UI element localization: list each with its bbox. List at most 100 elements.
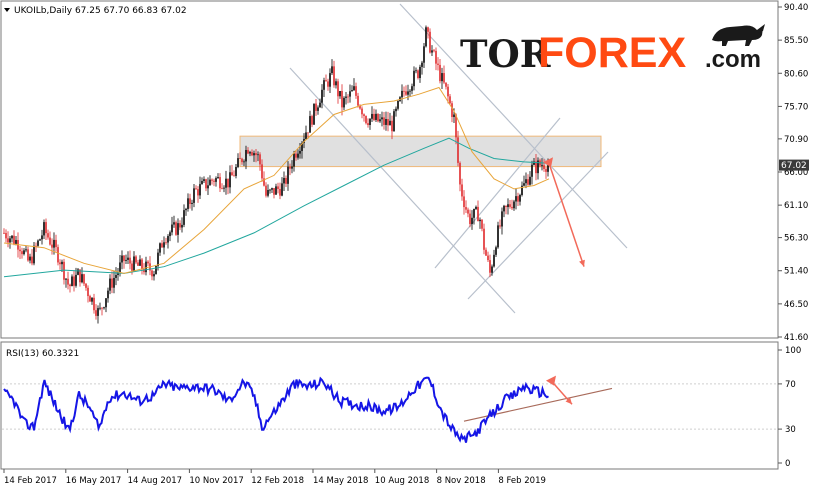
candle-body <box>335 81 337 86</box>
current-price-tag-bg <box>779 159 809 171</box>
candle-body <box>241 158 243 163</box>
candle-body <box>47 233 49 238</box>
candle-body <box>229 172 231 188</box>
candle-body <box>403 90 405 92</box>
candle-body <box>407 91 409 95</box>
rsi-forecast-arrow <box>546 375 573 405</box>
candle-body <box>499 225 501 227</box>
candle-body <box>457 137 459 163</box>
candle-body <box>5 233 7 239</box>
candle-body <box>273 188 275 195</box>
candle-body <box>431 50 433 53</box>
candle-body <box>259 154 261 165</box>
candle-body <box>215 178 217 182</box>
time-tick-label: 10 Aug 2018 <box>375 476 429 486</box>
candle-body <box>269 189 271 191</box>
candle-body <box>411 86 413 91</box>
candle-body <box>209 179 211 186</box>
candle-body <box>205 179 207 189</box>
candle-body <box>321 89 323 103</box>
candle-body <box>425 27 427 47</box>
candle-body <box>323 80 325 90</box>
candle-body <box>245 150 247 162</box>
candle-body <box>455 114 457 138</box>
candle-body <box>537 160 539 174</box>
candle-body <box>15 239 17 244</box>
candle-body <box>295 153 297 158</box>
channel-line-middle <box>289 67 516 314</box>
candle-body <box>353 86 355 91</box>
candle-body <box>493 254 495 267</box>
candle-body <box>347 96 349 98</box>
candle-body <box>465 207 467 210</box>
candle-body <box>519 194 521 202</box>
rsi-tick-label: 70 <box>785 380 796 390</box>
candle-body <box>285 177 287 184</box>
candle-body <box>39 239 41 241</box>
candle-body <box>211 179 213 181</box>
candle-body <box>385 119 387 125</box>
time-tick-label: 14 Feb 2017 <box>4 476 57 486</box>
logo-tor: TOR <box>460 32 551 76</box>
rsi-tick-label: 0 <box>785 459 790 469</box>
candle-body <box>255 153 257 156</box>
candle-body <box>355 86 357 96</box>
candle-body <box>467 209 469 214</box>
candle-body <box>421 62 423 67</box>
price-tick-label: 41.60 <box>784 333 808 343</box>
candle-body <box>319 102 321 108</box>
candle-body <box>41 235 43 240</box>
candle-body <box>217 177 219 179</box>
candle-body <box>199 184 201 196</box>
candle-body <box>43 222 45 236</box>
candle-body <box>369 118 371 125</box>
candle-body <box>265 185 267 196</box>
moving-average-fast <box>3 86 550 274</box>
candle-body <box>95 310 97 316</box>
rsi-label: RSI(13) 60.3321 <box>6 349 79 359</box>
candle-body <box>261 164 263 179</box>
candle-body <box>423 46 425 63</box>
candle-body <box>363 114 365 116</box>
candle-body <box>189 198 191 204</box>
candle-body <box>515 196 517 202</box>
candle-body <box>129 257 131 264</box>
candle-body <box>197 189 199 196</box>
channel-line-lower-right <box>467 151 609 300</box>
candle-body <box>281 183 283 196</box>
candle-body <box>107 290 109 299</box>
candle-body <box>497 225 499 248</box>
candle-body <box>461 184 463 197</box>
candle-body <box>463 196 465 208</box>
candle-body <box>183 210 185 225</box>
candle-body <box>25 249 27 251</box>
candle-body <box>371 113 373 119</box>
candle-body <box>445 82 447 87</box>
candle-body <box>169 232 171 237</box>
channel-line-lower-left <box>434 117 561 269</box>
candle-body <box>393 111 395 132</box>
candle-body <box>311 116 313 125</box>
candle-body <box>179 223 181 228</box>
candle-body <box>103 307 105 309</box>
candle-body <box>287 166 289 184</box>
candle-body <box>239 158 241 159</box>
dropdown-triangle-icon[interactable] <box>4 8 10 12</box>
candle-body <box>487 255 489 261</box>
channel-line-upper <box>399 3 628 249</box>
price-tick-label: 70.90 <box>784 135 808 145</box>
candle-body <box>51 244 53 248</box>
candle-body <box>337 81 339 97</box>
candle-body <box>227 178 229 188</box>
candle-body <box>141 259 143 270</box>
candle-body <box>513 201 515 209</box>
candle-body <box>159 243 161 253</box>
candle-body <box>181 224 183 228</box>
candle-body <box>547 165 549 172</box>
candle-body <box>253 153 255 156</box>
candle-body <box>173 222 175 225</box>
candle-body <box>397 100 399 109</box>
candle-body <box>235 167 237 176</box>
candle-body <box>27 249 29 261</box>
candle-body <box>11 235 13 239</box>
